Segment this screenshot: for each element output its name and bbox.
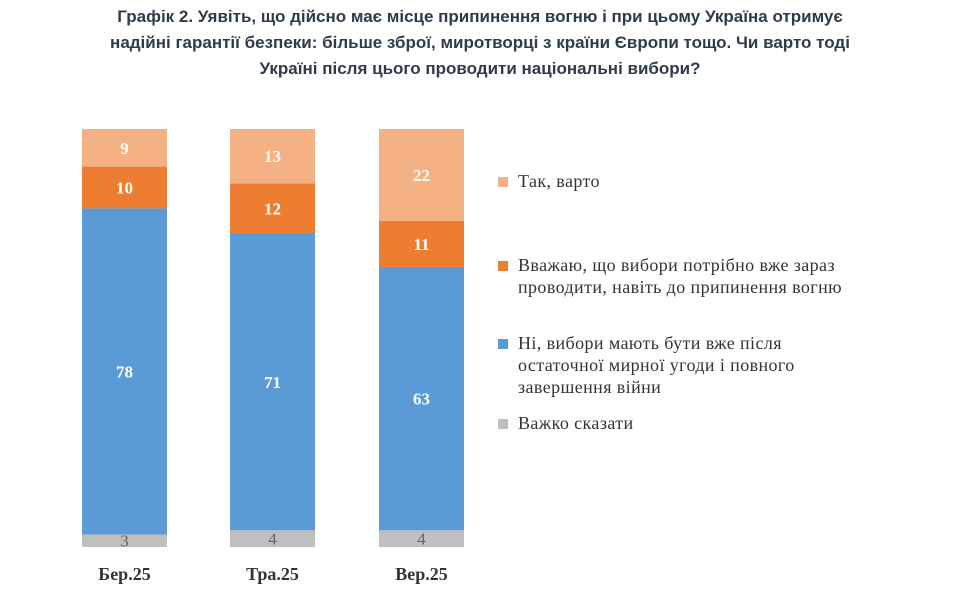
data-label-ni: 71 bbox=[264, 373, 281, 392]
legend-swatch bbox=[498, 339, 508, 349]
bar-segment-tak_varto bbox=[379, 129, 464, 221]
legend-label-line: остаточної мирної угоди і повного bbox=[518, 355, 795, 375]
chart-title-line: надійні гарантії безпеки: більше зброї, … bbox=[110, 33, 850, 52]
legend-label-line: Вважаю, що вибори потрібно вже зараз bbox=[518, 255, 835, 275]
bar-segment-vazhko bbox=[230, 530, 315, 547]
category-label: Тра.25 bbox=[246, 564, 299, 584]
data-label-zaraz: 11 bbox=[413, 235, 429, 254]
legend-label-line: Ні, вибори мають бути вже після bbox=[518, 333, 782, 353]
legend-item-tak_varto: Так, варто bbox=[498, 170, 898, 192]
data-label-ni: 63 bbox=[413, 390, 430, 409]
data-label-tak_varto: 9 bbox=[120, 139, 129, 158]
category-label: Бер.25 bbox=[98, 564, 150, 584]
legend-label-line: завершення війни bbox=[518, 377, 662, 397]
data-label-zaraz: 12 bbox=[264, 199, 281, 218]
legend-swatch bbox=[498, 419, 508, 429]
bar-segment-zaraz bbox=[82, 166, 167, 209]
bar-segment-vazhko bbox=[379, 530, 464, 547]
bar-segment-tak_varto bbox=[82, 129, 167, 167]
bar-segment-vazhko bbox=[82, 534, 167, 547]
legend-label-line: Так, варто bbox=[518, 171, 600, 191]
legend-label-line: проводити, навіть до припинення вогню bbox=[518, 277, 842, 297]
legend-item-ni: Ні, вибори мають бути вже після остаточно… bbox=[498, 332, 898, 398]
chart-title: Графік 2. Уявіть, що дійсно має місце пр… bbox=[40, 4, 920, 82]
legend-swatch bbox=[498, 261, 508, 271]
data-label-tak_varto: 22 bbox=[413, 166, 430, 185]
data-label-vazhko: 3 bbox=[120, 532, 129, 551]
bar-segment-zaraz bbox=[230, 183, 315, 234]
legend-item-vazhko: Важко сказати bbox=[498, 412, 898, 434]
legend-swatch bbox=[498, 177, 508, 187]
data-label-tak_varto: 13 bbox=[264, 147, 281, 166]
category-label: Вер.25 bbox=[395, 564, 448, 584]
legend-label: Важко сказати bbox=[518, 412, 634, 434]
chart-title-line: Графік 2. Уявіть, що дійсно має місце пр… bbox=[117, 7, 843, 26]
data-label-vazhko: 4 bbox=[417, 530, 426, 549]
legend-label-line: Важко сказати bbox=[518, 413, 634, 433]
data-label-zaraz: 10 bbox=[116, 179, 133, 198]
bar-segment-tak_varto bbox=[230, 129, 315, 184]
legend-label: Ні, вибори мають бути вже після остаточно… bbox=[518, 332, 795, 398]
legend-label: Так, варто bbox=[518, 170, 600, 192]
bar-segment-zaraz bbox=[379, 220, 464, 267]
bar-segment-ni bbox=[230, 233, 315, 531]
chart-title-line: Україні після цього проводити національн… bbox=[259, 59, 701, 78]
bar-segment-ni bbox=[379, 266, 464, 531]
data-label-vazhko: 4 bbox=[268, 530, 277, 549]
legend-item-zaraz: Вважаю, що вибори потрібно вже зараз пров… bbox=[498, 254, 898, 298]
data-label-ni: 78 bbox=[116, 362, 133, 381]
legend-label: Вважаю, що вибори потрібно вже зараз пров… bbox=[518, 254, 842, 298]
bar-segment-ni bbox=[82, 208, 167, 535]
